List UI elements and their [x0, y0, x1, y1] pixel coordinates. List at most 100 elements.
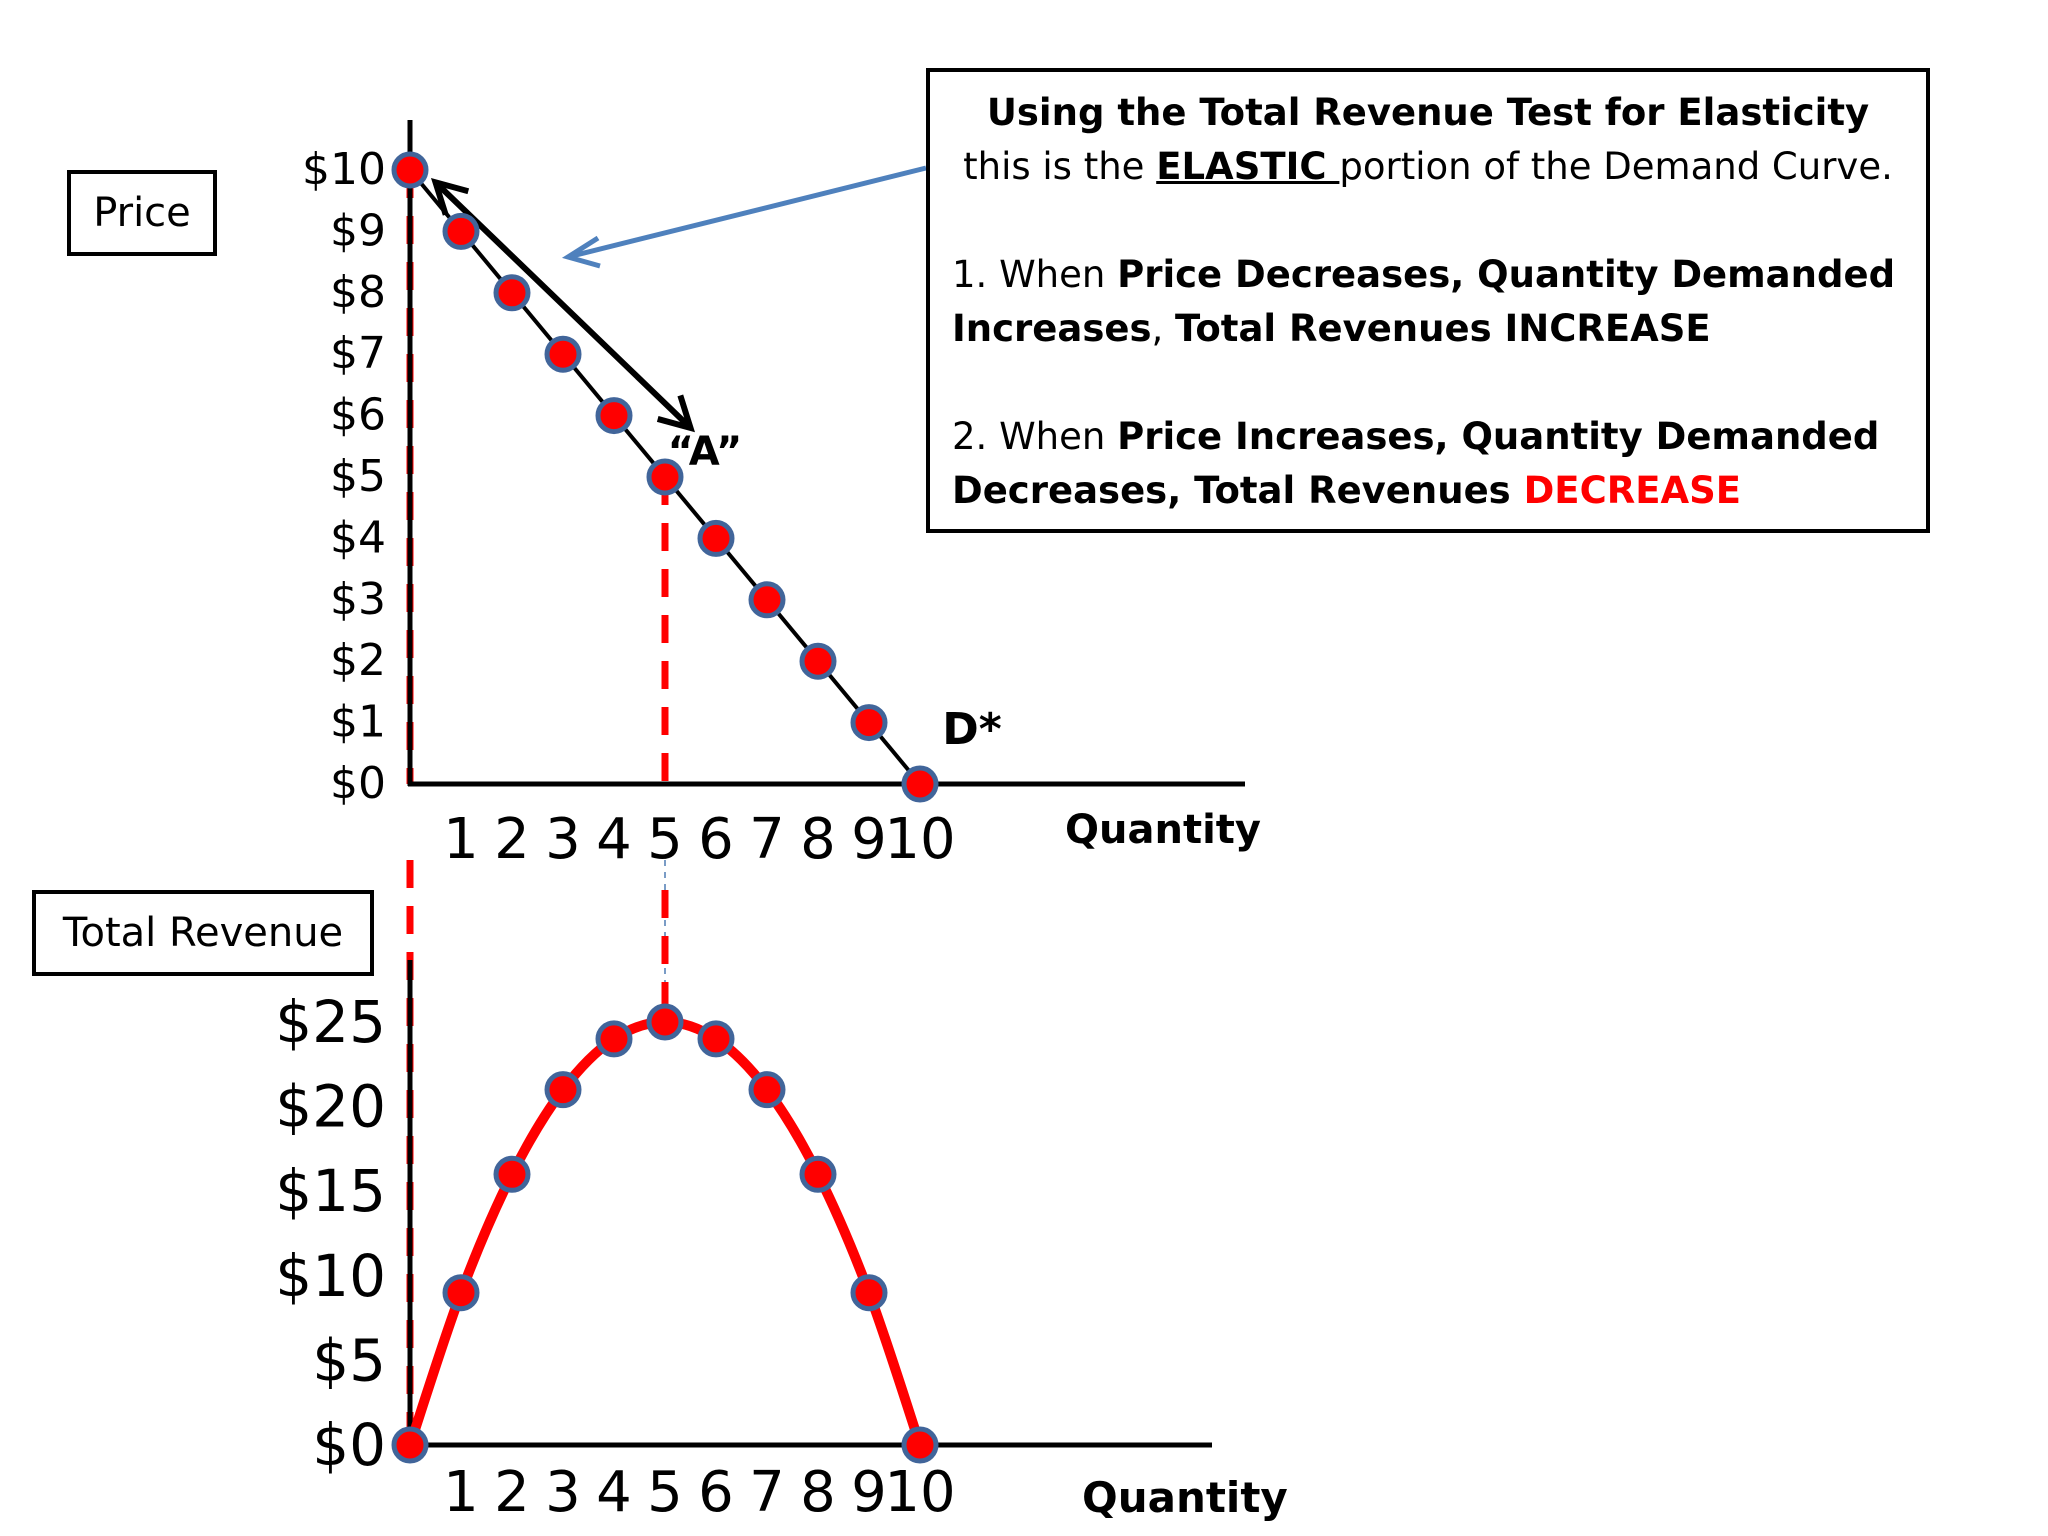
- data-point: [442, 1274, 480, 1312]
- y-tick-label: $2: [330, 635, 386, 686]
- data-point: [646, 458, 684, 496]
- data-point: [799, 1155, 837, 1193]
- note-elastic: ELASTIC: [1156, 145, 1340, 188]
- x-tick-label: 2: [494, 1460, 530, 1525]
- data-point: [901, 1426, 939, 1464]
- bottom-axes: [407, 960, 1212, 1448]
- arrow-shaft: [433, 180, 693, 431]
- top-y-tick-labels: $0 $1 $2 $3 $4 $5 $6 $7 $8 $9 $10: [302, 144, 386, 809]
- y-tick-label: $0: [330, 758, 386, 809]
- x-tick-label: 1: [443, 807, 479, 872]
- x-tick-label: 10: [884, 1460, 955, 1525]
- data-point: [697, 519, 735, 557]
- data-point: [391, 1426, 429, 1464]
- double-headed-arrow-icon: [430, 177, 696, 433]
- y-tick-label: $7: [330, 328, 386, 379]
- top-x-axis-title: Quantity: [1065, 807, 1261, 853]
- note-sub-suffix: portion of the Demand Curve.: [1339, 145, 1893, 188]
- x-tick-label: 3: [545, 1460, 581, 1525]
- x-tick-label: 10: [884, 807, 955, 872]
- data-point: [901, 765, 939, 803]
- note-subtitle: this is the ELASTIC portion of the Deman…: [952, 140, 1904, 194]
- callout-arrow-icon: [561, 165, 927, 269]
- x-tick-label: 9: [851, 1460, 887, 1525]
- y-tick-label: $9: [330, 205, 386, 256]
- x-tick-label: 6: [698, 807, 734, 872]
- y-tick-label: $0: [312, 1411, 386, 1479]
- data-point: [391, 151, 429, 189]
- arrow-head-start: [430, 177, 470, 216]
- y-tick-label: $8: [330, 267, 386, 318]
- x-tick-label: 9: [851, 807, 887, 872]
- price-demand-chart: $0$1$2$3$4$5$6$7$8$9$10 1 2 3 4 5 6 7 8 910 Quan…: [302, 120, 1261, 872]
- data-point: [595, 397, 633, 435]
- y-tick-label: $3: [330, 574, 386, 625]
- x-tick-label: 8: [800, 807, 836, 872]
- note-title: Using the Total Revenue Test for Elastic…: [986, 91, 1870, 134]
- annotation-a: “A”: [668, 429, 743, 475]
- total-revenue-chart: $0 $5 $10 $15 $20 $25 1 2 3 4 5 6 7 8 910 Quantity: [275, 860, 1288, 1525]
- note-p1-bold1: Price Decreases, Quantity Demanded: [1117, 253, 1896, 296]
- data-point: [544, 335, 582, 373]
- y-tick-label: $5: [330, 451, 386, 502]
- annotation-demand: D*: [942, 704, 1002, 755]
- y-tick-label: $15: [275, 1157, 386, 1225]
- x-tick-label: 1: [443, 1460, 479, 1525]
- y-tick-label: $1: [330, 697, 386, 748]
- data-point: [748, 1071, 786, 1109]
- bottom-y-tick-labels: $0 $5 $10 $15 $20 $25: [275, 988, 386, 1479]
- data-point: [748, 581, 786, 619]
- bottom-guide-lines: [406, 860, 669, 1445]
- total-revenue-curve: [405, 1016, 925, 1450]
- note-p1-bold2: Increases: [952, 307, 1152, 350]
- note-p1-bold3: Total Revenues INCREASE: [1175, 307, 1711, 350]
- demand-points: [391, 151, 939, 803]
- top-axes: [407, 120, 1245, 787]
- top-x-tick-labels: 1 2 3 4 5 6 7 8 910: [443, 807, 955, 872]
- data-point: [493, 274, 531, 312]
- total-revenue-label-box: Total Revenue: [32, 890, 374, 976]
- y-tick-label: $5: [312, 1326, 386, 1394]
- x-tick-label: 7: [749, 1460, 785, 1525]
- note-p2-bold2: Decreases, Total Revenues: [952, 469, 1524, 512]
- bottom-x-axis-title: Quantity: [1082, 1473, 1288, 1522]
- note-point-2: 2. When Price Increases, Quantity Demand…: [952, 410, 1904, 518]
- note-p2-red: DECREASE: [1523, 469, 1742, 512]
- x-tick-label: 7: [749, 807, 785, 872]
- data-point: [595, 1020, 633, 1058]
- note-p2-num: 2. When: [952, 415, 1118, 458]
- bottom-x-tick-labels: 1 2 3 4 5 6 7 8 910: [443, 1460, 955, 1525]
- x-tick-label: 4: [596, 807, 632, 872]
- explanation-note: Using the Total Revenue Test for Elastic…: [926, 68, 1930, 533]
- data-point: [799, 642, 837, 680]
- callout-head: [561, 235, 601, 269]
- top-guide-lines: [406, 170, 669, 784]
- arrow-head-end: [656, 394, 696, 433]
- total-revenue-path: [405, 1016, 925, 1450]
- note-p1-num: 1. When: [952, 253, 1118, 296]
- data-point: [850, 1274, 888, 1312]
- x-tick-label: 4: [596, 1460, 632, 1525]
- y-tick-label: $25: [275, 988, 386, 1056]
- total-revenue-label: Total Revenue: [62, 910, 344, 956]
- x-tick-label: 6: [698, 1460, 734, 1525]
- x-tick-label: 8: [800, 1460, 836, 1525]
- y-tick-label: $6: [330, 390, 386, 441]
- data-point: [697, 1020, 735, 1058]
- data-point: [850, 704, 888, 742]
- note-p2-bold1: Price Increases, Quantity Demanded: [1117, 415, 1880, 458]
- x-tick-label: 3: [545, 807, 581, 872]
- x-tick-label: 5: [647, 1460, 683, 1525]
- y-tick-label: $10: [302, 144, 386, 195]
- data-point: [646, 1003, 684, 1041]
- note-point-1: 1. When Price Decreases, Quantity Demand…: [952, 248, 1904, 356]
- price-label: Price: [93, 190, 191, 236]
- price-label-box: Price: [67, 170, 217, 256]
- data-point: [442, 212, 480, 250]
- note-sub-prefix: this is the: [963, 145, 1157, 188]
- callout-shaft: [571, 165, 927, 259]
- note-p1-comma: ,: [1151, 307, 1176, 350]
- y-tick-label: $10: [275, 1242, 386, 1310]
- total-revenue-points: [391, 1003, 939, 1464]
